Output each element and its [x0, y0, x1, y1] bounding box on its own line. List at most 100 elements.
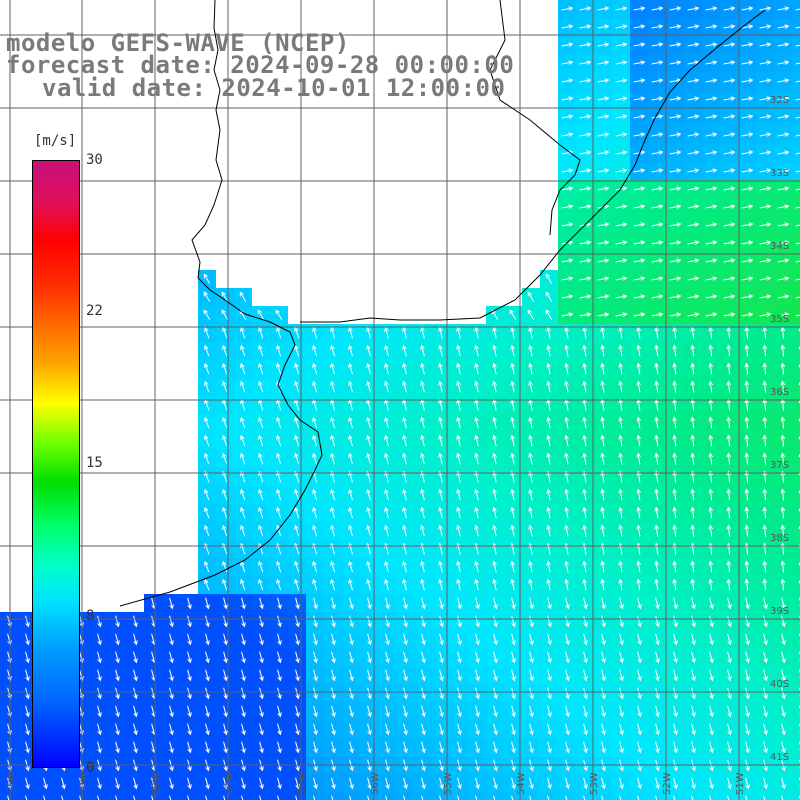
wind-arrow-head [529, 766, 534, 772]
wind-arrow [457, 615, 461, 627]
wind-arrow [759, 277, 771, 281]
wind-arrow-head [748, 114, 754, 119]
wind-arrow-head [187, 622, 192, 628]
wind-arrow [691, 795, 694, 800]
wind-arrow-head [547, 640, 552, 646]
wind-arrow-head [203, 309, 208, 315]
wind-arrow [583, 345, 587, 357]
wind-arrow [312, 507, 318, 519]
wind-arrow-head [619, 640, 624, 646]
wind-arrow [781, 399, 785, 411]
wind-arrow [511, 399, 515, 411]
wind-arrow-head [784, 6, 790, 11]
wind-arrow-head [475, 622, 480, 628]
wind-arrow-head [133, 640, 138, 646]
wind-arrow-head [456, 326, 461, 332]
wind-arrow-head [727, 694, 732, 700]
wind-arrow [669, 277, 681, 281]
wind-arrow-head [509, 309, 514, 315]
wind-arrow-head [766, 24, 772, 29]
wind-arrow-head [187, 604, 192, 610]
wind-arrow [403, 327, 407, 339]
wind-arrow [763, 795, 766, 800]
wind-arrow [529, 795, 532, 800]
wind-arrow-head [510, 362, 515, 368]
wind-arrow [741, 187, 753, 191]
wind-arrow [348, 417, 354, 429]
wind-arrow-head [583, 784, 588, 790]
wind-arrow [511, 489, 515, 501]
wind-arrow [240, 453, 246, 465]
wind-arrow-head [312, 434, 317, 440]
wind-arrow [511, 435, 515, 447]
wind-arrow [741, 295, 753, 299]
wind-arrow-head [475, 712, 480, 718]
wind-arrow-head [676, 222, 682, 227]
wind-arrow [439, 453, 443, 465]
wind-arrow [709, 543, 713, 555]
wind-arrow [240, 489, 246, 501]
wind-arrow-head [295, 694, 300, 700]
wind-arrow-head [367, 694, 372, 700]
wind-arrow [615, 259, 627, 263]
wind-arrow-head [676, 258, 682, 263]
wind-arrow [723, 25, 735, 29]
wind-arrow [691, 453, 695, 465]
wind-arrow [727, 507, 731, 519]
wind-arrow [727, 543, 731, 555]
wind-arrow [421, 489, 425, 501]
wind-arrow-head [601, 658, 606, 664]
wind-arrow [597, 61, 609, 65]
speed-cell [792, 90, 800, 108]
wind-arrow-head [223, 712, 228, 718]
wind-arrow [615, 97, 627, 101]
wind-arrow-head [637, 730, 642, 736]
wind-arrow [511, 417, 515, 429]
wind-arrow-head [691, 658, 696, 664]
wind-arrow-head [601, 784, 606, 790]
wind-arrow [561, 169, 573, 173]
wind-arrow-head [690, 470, 696, 476]
wind-arrow [651, 169, 663, 173]
wind-arrow [637, 723, 641, 735]
wind-arrow-head [259, 694, 264, 700]
speed-cell [486, 792, 504, 800]
wind-arrow-head [690, 578, 696, 584]
wind-arrow [222, 345, 228, 357]
wind-arrow [25, 633, 29, 645]
wind-arrow [547, 579, 551, 591]
wind-arrow-head [438, 434, 443, 440]
wind-arrow-head [241, 694, 246, 700]
wind-arrow-head [545, 309, 550, 315]
wind-arrow-head [492, 506, 497, 512]
speed-cell [792, 450, 800, 468]
wind-arrow-head [492, 524, 497, 530]
wind-arrow-head [745, 604, 750, 610]
wind-arrow [777, 169, 789, 173]
wind-arrow [741, 205, 753, 209]
wind-arrow-head [673, 730, 678, 736]
wind-arrow-head [676, 168, 682, 173]
lat-label: 38S [770, 533, 789, 544]
wind-arrow-head [258, 452, 263, 458]
wind-arrow [223, 723, 227, 735]
wind-arrow [705, 79, 717, 83]
wind-arrow [313, 741, 317, 753]
wind-arrow-head [691, 640, 696, 646]
wind-arrow [349, 615, 353, 627]
wind-arrow-head [726, 380, 732, 386]
wind-arrow [493, 543, 497, 555]
wind-arrow [565, 507, 569, 519]
wind-arrow [795, 44, 800, 47]
wind-arrow [709, 651, 713, 663]
wind-arrow-head [529, 640, 534, 646]
wind-arrow [204, 363, 210, 375]
wind-arrow [709, 723, 713, 735]
wind-arrow-head [726, 434, 732, 440]
wind-arrow [187, 669, 191, 681]
wind-arrow [276, 327, 282, 339]
wind-arrow [403, 597, 407, 609]
wind-arrow-head [420, 578, 425, 584]
wind-arrow-head [439, 604, 444, 610]
wind-arrow [727, 417, 731, 429]
